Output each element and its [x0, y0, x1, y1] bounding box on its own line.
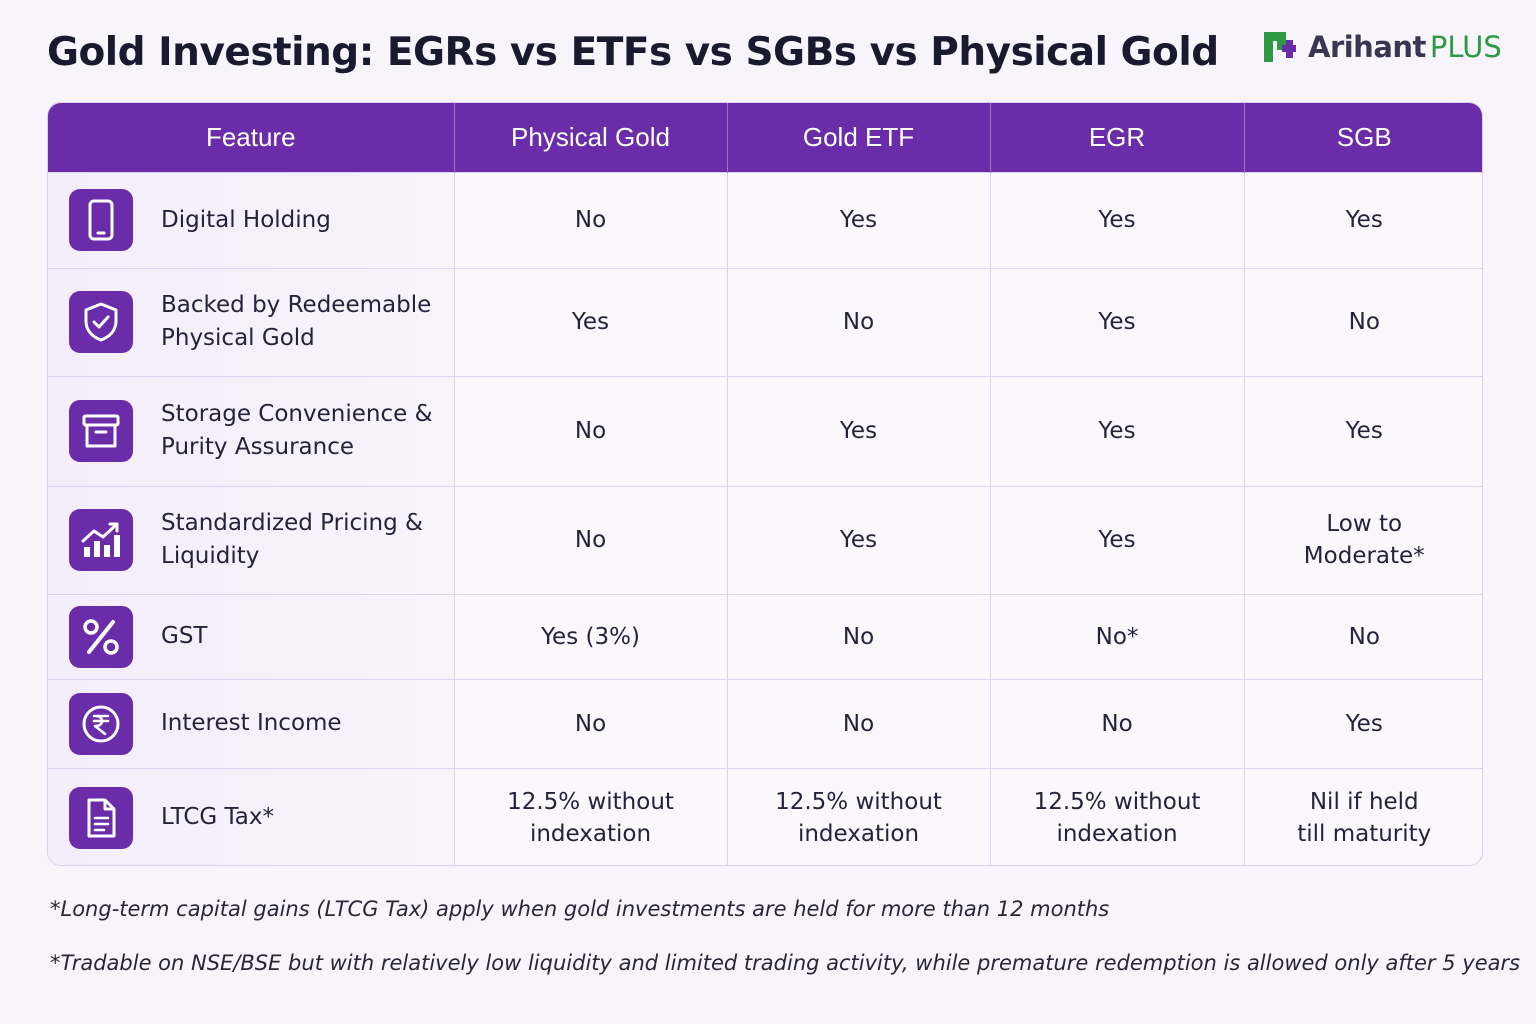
- cell-sgb: Yes: [1244, 678, 1482, 768]
- cell-sgb: No: [1244, 593, 1482, 679]
- cell-egr: Yes: [990, 267, 1245, 376]
- cell-egr: Yes: [990, 171, 1245, 268]
- cell-gold-etf: No: [727, 678, 991, 768]
- header-feature: Feature: [48, 103, 455, 172]
- feature-label: LTCG Tax*: [161, 804, 274, 831]
- cell-physical-gold: No: [454, 678, 728, 768]
- table-row: Digital Holding No Yes Yes Yes: [48, 171, 1482, 268]
- document-icon: [69, 786, 133, 849]
- rupee-coin-icon: [69, 692, 133, 755]
- footnote-tradable: *Tradable on NSE/BSE but with relatively…: [50, 951, 1521, 975]
- table-row: LTCG Tax* 12.5% without indexation 12.5%…: [48, 767, 1482, 865]
- cell-gold-etf: No: [727, 267, 991, 376]
- cell-gold-etf: Yes: [727, 171, 991, 268]
- table-row: Storage Convenience & Purity Assurance N…: [48, 375, 1482, 486]
- cell-sgb: Yes: [1244, 375, 1482, 486]
- feature-label: GST: [161, 623, 208, 649]
- cell-gold-etf: No: [727, 593, 991, 679]
- chart-trend-up-icon: [69, 509, 133, 571]
- feature-label: Digital Holding: [161, 206, 331, 233]
- cell-egr: 12.5% without indexation: [990, 767, 1245, 865]
- feature-label: Interest Income: [161, 710, 342, 736]
- header-sgb: SGB: [1336, 121, 1392, 152]
- table-row: Interest Income No No No Yes: [48, 678, 1482, 768]
- cell-physical-gold: No: [454, 485, 728, 594]
- cell-sgb: Low to Moderate*: [1244, 485, 1482, 594]
- comparison-table: Feature Physical Gold Gold ETF EGR SGB D…: [47, 102, 1483, 866]
- table-header-row: Feature Physical Gold Gold ETF EGR SGB: [48, 103, 1482, 172]
- archive-box-icon: [69, 400, 133, 462]
- cell-sgb: Yes: [1244, 171, 1482, 268]
- feature-label: Standardized Pricing & Liquidity: [161, 510, 423, 569]
- brand-logo: Arihant PLUS: [1262, 28, 1502, 66]
- cell-egr: Yes: [990, 485, 1245, 594]
- table-row: Backed by Redeemable Physical Gold Yes N…: [48, 267, 1482, 376]
- cell-egr: No: [990, 678, 1245, 768]
- cell-physical-gold: 12.5% without indexation: [454, 767, 728, 865]
- cell-physical-gold: No: [454, 375, 728, 486]
- cell-gold-etf: 12.5% without indexation: [727, 767, 991, 865]
- feature-label: Backed by Redeemable Physical Gold: [161, 292, 432, 351]
- cell-physical-gold: Yes (3%): [454, 593, 728, 679]
- header-egr: EGR: [990, 103, 1245, 172]
- feature-label: Storage Convenience & Purity Assurance: [161, 401, 433, 460]
- header-gold-etf: Gold ETF: [727, 103, 991, 172]
- cell-physical-gold: Yes: [454, 267, 728, 376]
- cell-gold-etf: Yes: [727, 375, 991, 486]
- cell-egr: Yes: [990, 375, 1245, 486]
- header-physical-gold: Physical Gold: [454, 103, 728, 172]
- cell-physical-gold: No: [454, 171, 728, 268]
- shield-check-icon: [69, 291, 133, 353]
- cell-sgb: No: [1244, 267, 1482, 376]
- table-row: Standardized Pricing & Liquidity No Yes …: [48, 485, 1482, 594]
- page-title: Gold Investing: EGRs vs ETFs vs SGBs vs …: [47, 30, 1219, 75]
- table-row: GST Yes (3%) No No* No: [48, 593, 1482, 679]
- cell-egr: No*: [990, 593, 1245, 679]
- logo-wordmark: Arihant PLUS: [1308, 30, 1502, 64]
- percent-icon: [69, 605, 133, 668]
- cell-sgb: Nil if held till maturity: [1244, 767, 1482, 865]
- footnote-ltcg: *Long-term capital gains (LTCG Tax) appl…: [50, 897, 1110, 921]
- phone-icon: [69, 189, 133, 251]
- cell-gold-etf: Yes: [727, 485, 991, 594]
- arihant-logo-icon: [1264, 32, 1296, 62]
